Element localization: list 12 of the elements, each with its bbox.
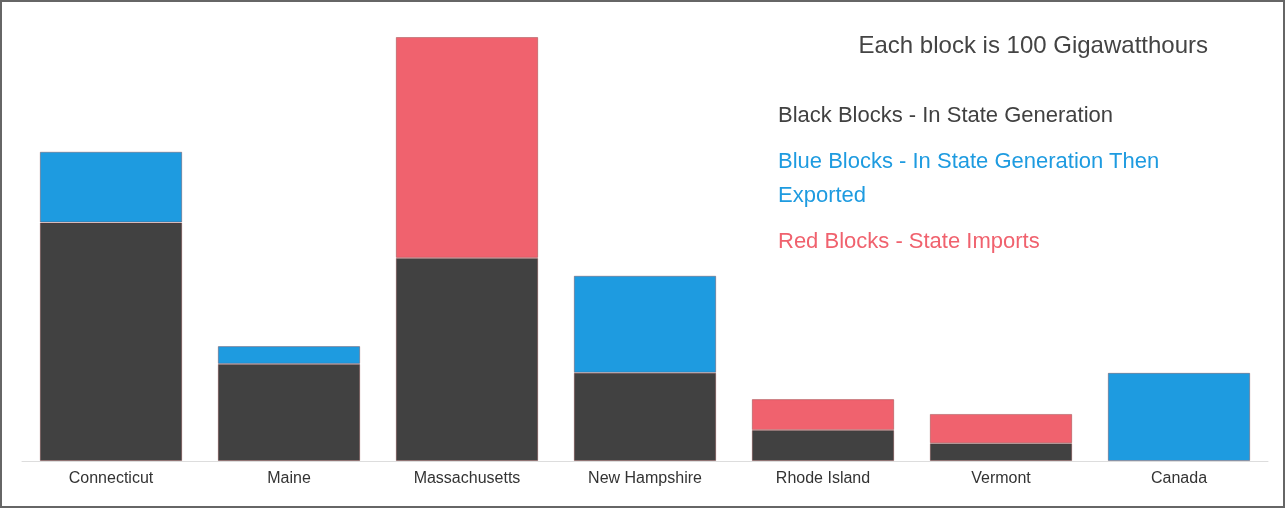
x-tick-label: Connecticut [68,468,154,486]
x-tick-label: Maine [267,468,311,486]
chart-title: Each block is 100 Gigawatthours [858,30,1209,58]
x-tick-label: New Hampshire [588,468,703,486]
x-tick-label: Massachusetts [413,468,521,486]
text: Red Blocks - State Imports [778,227,1040,253]
x-tick-label: Canada [1150,468,1208,486]
text: Blue Blocks - In State Generation Then Exported [778,147,1166,207]
x-tick-label: Vermont [971,468,1032,486]
text: Black Blocks - In State Generation [778,101,1114,127]
x-tick-label: Rhode Island [775,468,871,486]
bar [1107,372,1251,461]
